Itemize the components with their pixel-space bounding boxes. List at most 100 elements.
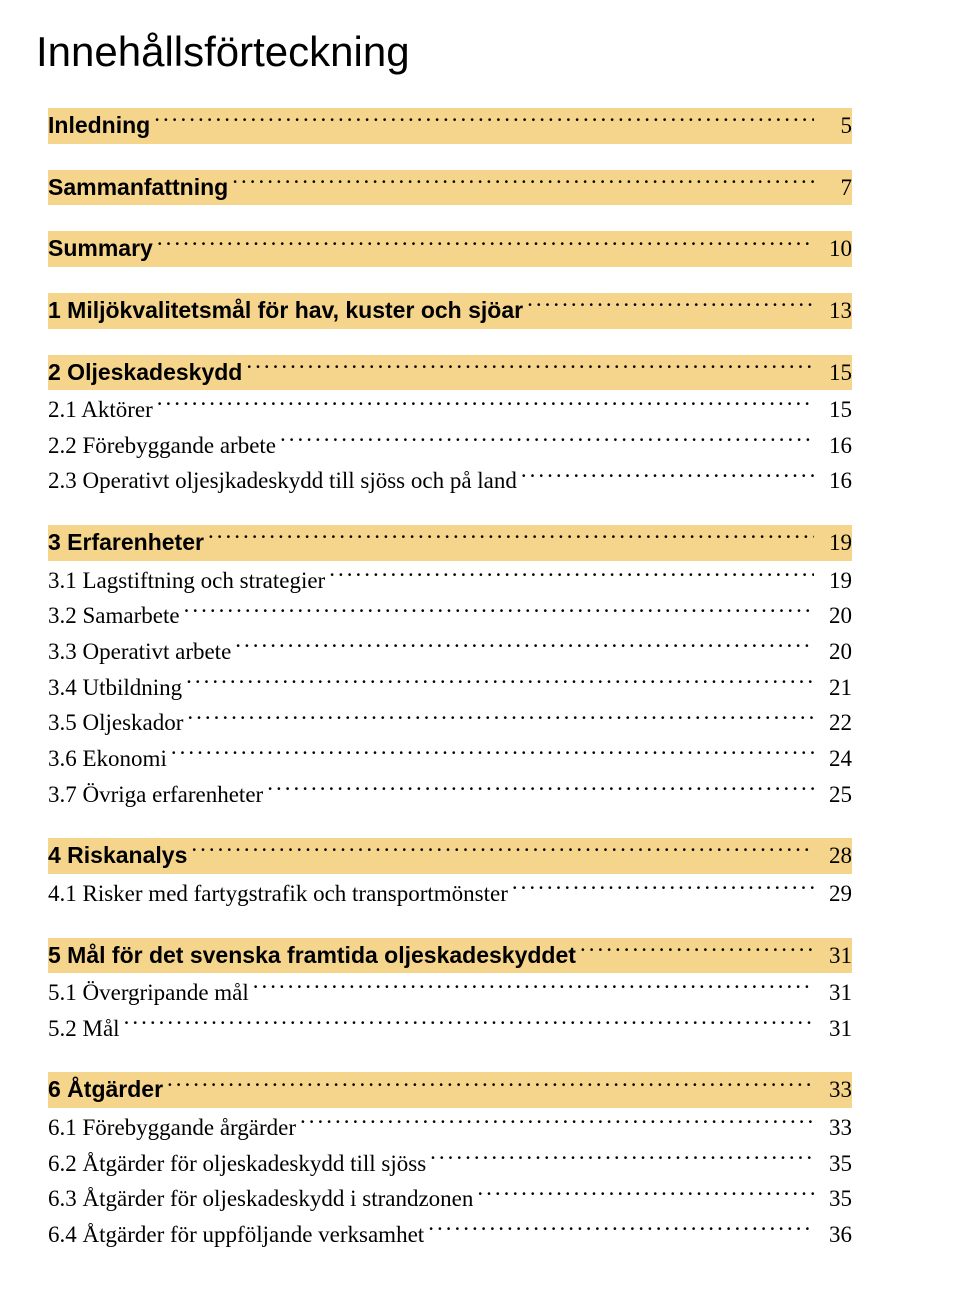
toc-sub-page: 35: [818, 1181, 852, 1217]
toc-section: 2 Oljeskadeskydd 152.1 Aktörer152.2 Föreb…: [48, 355, 852, 500]
toc-heading-label: 4 Riskanalys: [48, 838, 187, 874]
toc-heading-row[interactable]: 6 Åtgärder 33: [48, 1072, 852, 1108]
toc-sub-row[interactable]: 5.2 Mål 31: [48, 1011, 852, 1047]
toc-sub-page: 29: [818, 876, 852, 912]
toc-leader-dots: [521, 465, 814, 488]
toc-section: 1 Miljökvalitetsmål för hav, kuster och …: [48, 293, 852, 329]
toc-leader-dots: [329, 565, 814, 588]
toc-sub-page: 15: [818, 392, 852, 428]
toc-sub-page: 31: [818, 1011, 852, 1047]
toc-heading-page: 15: [818, 355, 852, 391]
toc-sub-label: 3.1 Lagstiftning och strategier: [48, 563, 325, 599]
toc-heading-row[interactable]: Inledning5: [48, 108, 852, 144]
toc-leader-dots: [187, 707, 814, 730]
toc-sub-row[interactable]: 4.1 Risker med fartygstrafik och transpo…: [48, 876, 852, 912]
toc-leader-dots: [171, 743, 814, 766]
toc-leader-dots: [430, 1148, 814, 1171]
toc-leader-dots: [477, 1183, 814, 1206]
toc-heading-page: 33: [818, 1072, 852, 1108]
toc-heading-label: 2 Oljeskadeskydd: [48, 355, 242, 391]
toc-sub-row[interactable]: 5.1 Övergripande mål 31: [48, 975, 852, 1011]
toc-sub-page: 31: [818, 975, 852, 1011]
toc-leader-dots: [184, 600, 814, 623]
toc-sub-row[interactable]: 2.1 Aktörer15: [48, 392, 852, 428]
toc-sub-page: 21: [818, 670, 852, 706]
toc-sub-label: 2.2 Förebyggande arbete: [48, 428, 276, 464]
toc-sub-page: 20: [818, 598, 852, 634]
toc-sub-label: 3.3 Operativt arbete: [48, 634, 231, 670]
toc-sub-row[interactable]: 3.6 Ekonomi 24: [48, 741, 852, 777]
toc-sub-row[interactable]: 3.7 Övriga erfarenheter25: [48, 777, 852, 813]
toc-sub-page: 33: [818, 1110, 852, 1146]
toc-heading-row[interactable]: 4 Riskanalys 28: [48, 838, 852, 874]
toc-leader-dots: [428, 1219, 814, 1242]
toc-sub-row[interactable]: 6.2 Åtgärder för oljeskadeskydd till sjö…: [48, 1146, 852, 1182]
page-title: Innehållsförteckning: [36, 28, 852, 76]
toc-sub-page: 35: [818, 1146, 852, 1182]
toc-leader-dots: [253, 977, 814, 1000]
toc-heading-label: 1 Miljökvalitetsmål för hav, kuster och …: [48, 293, 523, 329]
toc-sub-page: 19: [818, 563, 852, 599]
toc-sub-row[interactable]: 6.1 Förebyggande årgärder33: [48, 1110, 852, 1146]
toc-sub-label: 2.3 Operativt oljesjkadeskydd till sjöss…: [48, 463, 517, 499]
toc-section: Inledning5: [48, 108, 852, 144]
toc-sub-row[interactable]: 6.3 Åtgärder för oljeskadeskydd i strand…: [48, 1181, 852, 1217]
toc-subsection-list: 4.1 Risker med fartygstrafik och transpo…: [48, 876, 852, 912]
toc-sub-row[interactable]: 2.3 Operativt oljesjkadeskydd till sjöss…: [48, 463, 852, 499]
toc-leader-dots: [267, 779, 814, 802]
document-page: Innehållsförteckning Inledning5 Sammanfat…: [0, 0, 960, 1293]
toc-leader-dots: [157, 233, 814, 256]
toc-leader-dots: [232, 172, 814, 195]
toc-subsection-list: 2.1 Aktörer152.2 Förebyggande arbete162.…: [48, 392, 852, 499]
toc-sub-row[interactable]: 6.4 Åtgärder för uppföljande verksamhet3…: [48, 1217, 852, 1253]
toc-sub-label: 4.1 Risker med fartygstrafik och transpo…: [48, 876, 508, 912]
toc-sub-row[interactable]: 3.5 Oljeskador22: [48, 705, 852, 741]
toc-subsection-list: 6.1 Förebyggande årgärder336.2 Åtgärder …: [48, 1110, 852, 1253]
toc-sub-row[interactable]: 3.3 Operativt arbete 20: [48, 634, 852, 670]
toc-leader-dots: [246, 357, 814, 380]
toc-heading-page: 19: [818, 525, 852, 561]
toc-heading-row[interactable]: Sammanfattning 7: [48, 170, 852, 206]
toc-heading-row[interactable]: 5 Mål för det svenska framtida oljeskade…: [48, 938, 852, 974]
toc-heading-page: 7: [818, 170, 852, 206]
toc-sub-label: 3.2 Samarbete: [48, 598, 180, 634]
toc-leader-dots: [191, 840, 814, 863]
toc-sub-label: 5.1 Övergripande mål: [48, 975, 249, 1011]
toc-section: 4 Riskanalys 28 4.1 Risker med fartygstraf…: [48, 838, 852, 911]
toc-sub-label: 5.2 Mål: [48, 1011, 120, 1047]
toc-sub-row[interactable]: 2.2 Förebyggande arbete 16: [48, 428, 852, 464]
toc-heading-row[interactable]: Summary 10: [48, 231, 852, 267]
toc-section: Sammanfattning 7: [48, 170, 852, 206]
toc-heading-label: 6 Åtgärder: [48, 1072, 163, 1108]
toc-heading-page: 28: [818, 838, 852, 874]
toc-leader-dots: [512, 878, 814, 901]
toc-sub-page: 36: [818, 1217, 852, 1253]
toc-sub-row[interactable]: 3.4 Utbildning 21: [48, 670, 852, 706]
toc-heading-label: Sammanfattning: [48, 170, 228, 206]
toc-section: Summary 10: [48, 231, 852, 267]
toc-sub-page: 16: [818, 428, 852, 464]
toc-heading-row[interactable]: 1 Miljökvalitetsmål för hav, kuster och …: [48, 293, 852, 329]
toc-leader-dots: [167, 1074, 814, 1097]
toc-subsection-list: 3.1 Lagstiftning och strategier193.2 Sam…: [48, 563, 852, 812]
toc-sub-page: 24: [818, 741, 852, 777]
toc-sub-row[interactable]: 3.1 Lagstiftning och strategier 19: [48, 563, 852, 599]
toc-heading-page: 13: [818, 293, 852, 329]
toc-heading-row[interactable]: 2 Oljeskadeskydd 15: [48, 355, 852, 391]
toc-sub-label: 3.4 Utbildning: [48, 670, 182, 706]
toc-heading-label: 3 Erfarenheter: [48, 525, 204, 561]
toc-sub-label: 3.5 Oljeskador: [48, 705, 183, 741]
toc-sub-label: 6.3 Åtgärder för oljeskadeskydd i strand…: [48, 1181, 473, 1217]
toc-sub-page: 16: [818, 463, 852, 499]
toc-leader-dots: [124, 1013, 814, 1036]
toc-leader-dots: [300, 1112, 814, 1135]
toc-heading-label: Inledning: [48, 108, 150, 144]
toc-leader-dots: [280, 430, 814, 453]
toc-sub-page: 20: [818, 634, 852, 670]
toc-heading-label: Summary: [48, 231, 153, 267]
toc-section: 5 Mål för det svenska framtida oljeskade…: [48, 938, 852, 1047]
toc-heading-row[interactable]: 3 Erfarenheter 19: [48, 525, 852, 561]
toc-sub-label: 3.6 Ekonomi: [48, 741, 167, 777]
toc-heading-page: 10: [818, 231, 852, 267]
toc-sub-row[interactable]: 3.2 Samarbete 20: [48, 598, 852, 634]
